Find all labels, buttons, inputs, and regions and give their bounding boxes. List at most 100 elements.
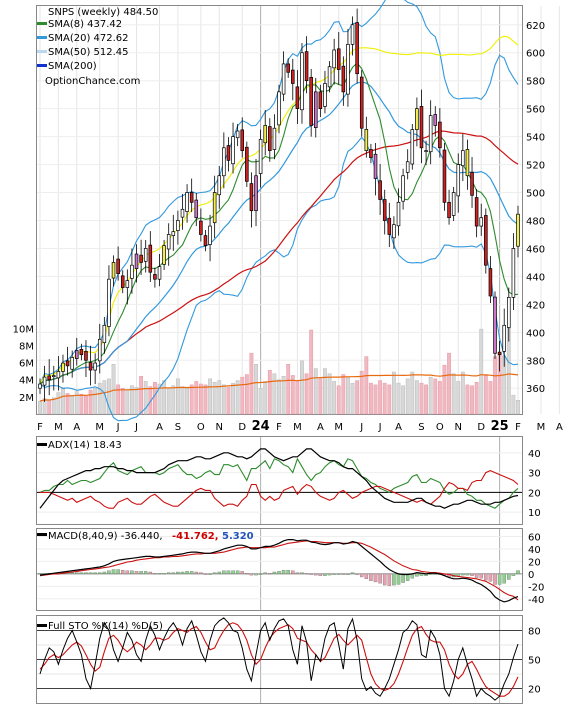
macd-histogram-bar	[396, 573, 401, 585]
y-tick-label: 580	[526, 77, 545, 88]
macd-histogram-bar	[134, 571, 139, 575]
volume-bar	[194, 381, 199, 415]
candle-body	[465, 149, 470, 177]
volume-bar	[272, 373, 277, 415]
candle-body	[493, 296, 497, 354]
macd-histogram-bar	[208, 573, 212, 575]
volume-bar	[267, 370, 272, 415]
adx-panel	[36, 436, 523, 525]
volume-bar	[162, 380, 167, 415]
sma200-swatch	[37, 64, 47, 67]
candle-body	[295, 86, 300, 110]
volume-bar	[143, 381, 148, 415]
candle-body	[185, 192, 189, 212]
macd-histogram-bar	[88, 572, 93, 575]
x-tick-label: S	[418, 422, 424, 433]
volume-bar	[47, 400, 52, 415]
volume-bar	[120, 388, 125, 415]
macd-histogram-bar	[373, 573, 378, 583]
x-tick-label: N	[216, 422, 223, 433]
macd-histogram-bar	[157, 573, 162, 575]
y-tick-label: 380	[526, 356, 545, 367]
volume-bar	[341, 374, 346, 415]
candle-body	[461, 150, 465, 167]
candle-body	[341, 65, 346, 93]
macd-tick-label: 60	[528, 532, 541, 543]
macd-histogram-bar	[323, 573, 327, 576]
macd-histogram-bar	[240, 571, 244, 575]
candle-body	[336, 48, 341, 70]
y-tick-label: 520	[526, 161, 545, 172]
macd-histogram-bar	[268, 573, 272, 575]
macd-histogram-bar	[199, 572, 203, 575]
candle-body	[318, 91, 323, 110]
volume-bar	[346, 376, 350, 415]
macd-histogram-bar	[516, 570, 520, 575]
volume-average-line	[39, 373, 519, 402]
y-tick-label: 540	[526, 133, 545, 144]
candle-body	[507, 297, 511, 328]
candle-body	[350, 24, 355, 45]
volume-bar	[488, 381, 493, 415]
candle-body	[281, 63, 286, 95]
volume-bar	[139, 376, 144, 415]
macd-histogram-bar	[295, 572, 300, 575]
macd-tick-label: -20	[528, 582, 544, 593]
sma20-swatch	[37, 36, 47, 39]
candle-body	[171, 231, 176, 236]
candle-body	[226, 145, 231, 161]
x-tick-label: O	[197, 422, 205, 433]
x-tick-label: A	[556, 422, 563, 433]
candle-body	[277, 91, 281, 126]
volume-bar	[290, 375, 295, 415]
candle-body	[148, 244, 153, 273]
plus-di-line	[39, 457, 519, 509]
candle-body	[52, 375, 56, 378]
volume-bar	[424, 384, 428, 415]
volume-bar	[304, 373, 309, 415]
volume-bar	[70, 394, 75, 415]
macd-histogram-bar	[171, 572, 176, 575]
macd-histogram-bar	[336, 573, 341, 575]
volume-bar	[152, 382, 157, 415]
volume-bar	[157, 383, 162, 415]
candle-body	[263, 125, 267, 144]
volume-bar	[516, 400, 520, 415]
y-tick-label: 440	[526, 272, 545, 283]
macd-histogram-bar	[249, 573, 254, 576]
candle-body	[194, 199, 199, 219]
volume-bar	[240, 376, 245, 415]
macd-histogram-bar	[291, 570, 295, 575]
sto-tick-label: 20	[528, 685, 541, 696]
macd-histogram-bar	[300, 572, 304, 575]
x-tick-label: M	[54, 422, 63, 433]
macd-histogram-bar	[125, 570, 130, 575]
volume-bar	[65, 393, 70, 415]
macd-histogram-bar	[474, 573, 479, 578]
volume-bar	[258, 388, 263, 415]
candle-body	[369, 149, 373, 158]
volume-bar	[313, 368, 318, 415]
candle-body	[502, 324, 506, 352]
volume-bar	[263, 381, 268, 415]
axis-labels: FMAMJJASOND24FMAMJJASOND25FMAM3603804004…	[13, 21, 563, 434]
legend-sma50: SMA(50) 512.45	[48, 47, 129, 58]
macd-histogram-bar	[139, 571, 143, 575]
candle-body	[401, 175, 405, 202]
macd-histogram-bar	[272, 571, 277, 575]
sma20-line	[39, 81, 519, 385]
x-tick-label: M	[293, 422, 302, 433]
sto-swatch	[37, 624, 47, 627]
macd-histogram-bar	[153, 573, 157, 575]
candle-body	[254, 175, 258, 212]
volume-bar	[493, 356, 497, 415]
volume-bar	[51, 397, 56, 415]
volume-bar	[166, 388, 171, 415]
macd-histogram-bar	[488, 573, 493, 582]
macd-histogram-bar	[359, 573, 364, 578]
macd-histogram-bar	[507, 573, 511, 580]
candle-body	[419, 106, 424, 149]
sto-d-line	[39, 622, 519, 697]
candle-body	[355, 22, 359, 75]
volume-bar	[327, 373, 332, 415]
